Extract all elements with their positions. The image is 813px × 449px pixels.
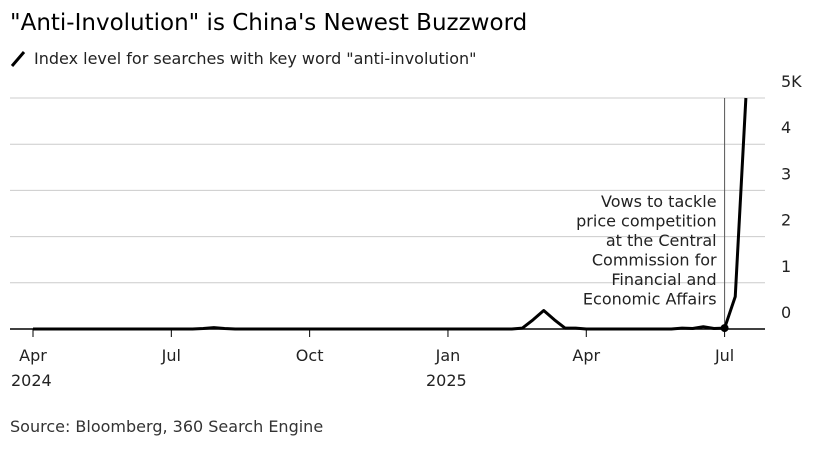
chart-title: "Anti-Involution" is China's Newest Buzz… bbox=[10, 10, 527, 36]
annotation-text: at the Central bbox=[606, 231, 717, 250]
legend-swatch bbox=[10, 51, 26, 67]
y-tick-label: 5K bbox=[781, 72, 802, 91]
x-tick-label: Apr bbox=[572, 346, 600, 365]
y-tick-label: 4 bbox=[781, 118, 791, 137]
x-tick-label: Jan bbox=[435, 346, 461, 365]
y-tick-label: 2 bbox=[781, 211, 791, 230]
legend-label: Index level for searches with key word "… bbox=[34, 49, 477, 68]
y-tick-label: 1 bbox=[781, 257, 791, 276]
source: Source: Bloomberg, 360 Search Engine bbox=[10, 417, 323, 436]
annotation-text: Commission for bbox=[592, 251, 717, 270]
annotation-dot bbox=[720, 324, 729, 333]
x-tick-label: Oct bbox=[296, 346, 324, 365]
x-year-label: 2024 bbox=[11, 371, 52, 390]
x-tick-label: Jul bbox=[714, 346, 734, 365]
x-tick-label: Apr bbox=[19, 346, 47, 365]
x-year-label: 2025 bbox=[426, 371, 467, 390]
x-tick-label: Jul bbox=[161, 346, 181, 365]
annotation-text: Financial and bbox=[611, 270, 716, 289]
annotation-text: Economic Affairs bbox=[583, 290, 717, 309]
y-tick-label: 3 bbox=[781, 164, 791, 183]
annotation-text: Vows to tackle bbox=[601, 192, 717, 211]
y-tick-label: 0 bbox=[781, 303, 791, 322]
annotation-text: price competition bbox=[576, 212, 716, 231]
line-series bbox=[33, 97, 748, 331]
